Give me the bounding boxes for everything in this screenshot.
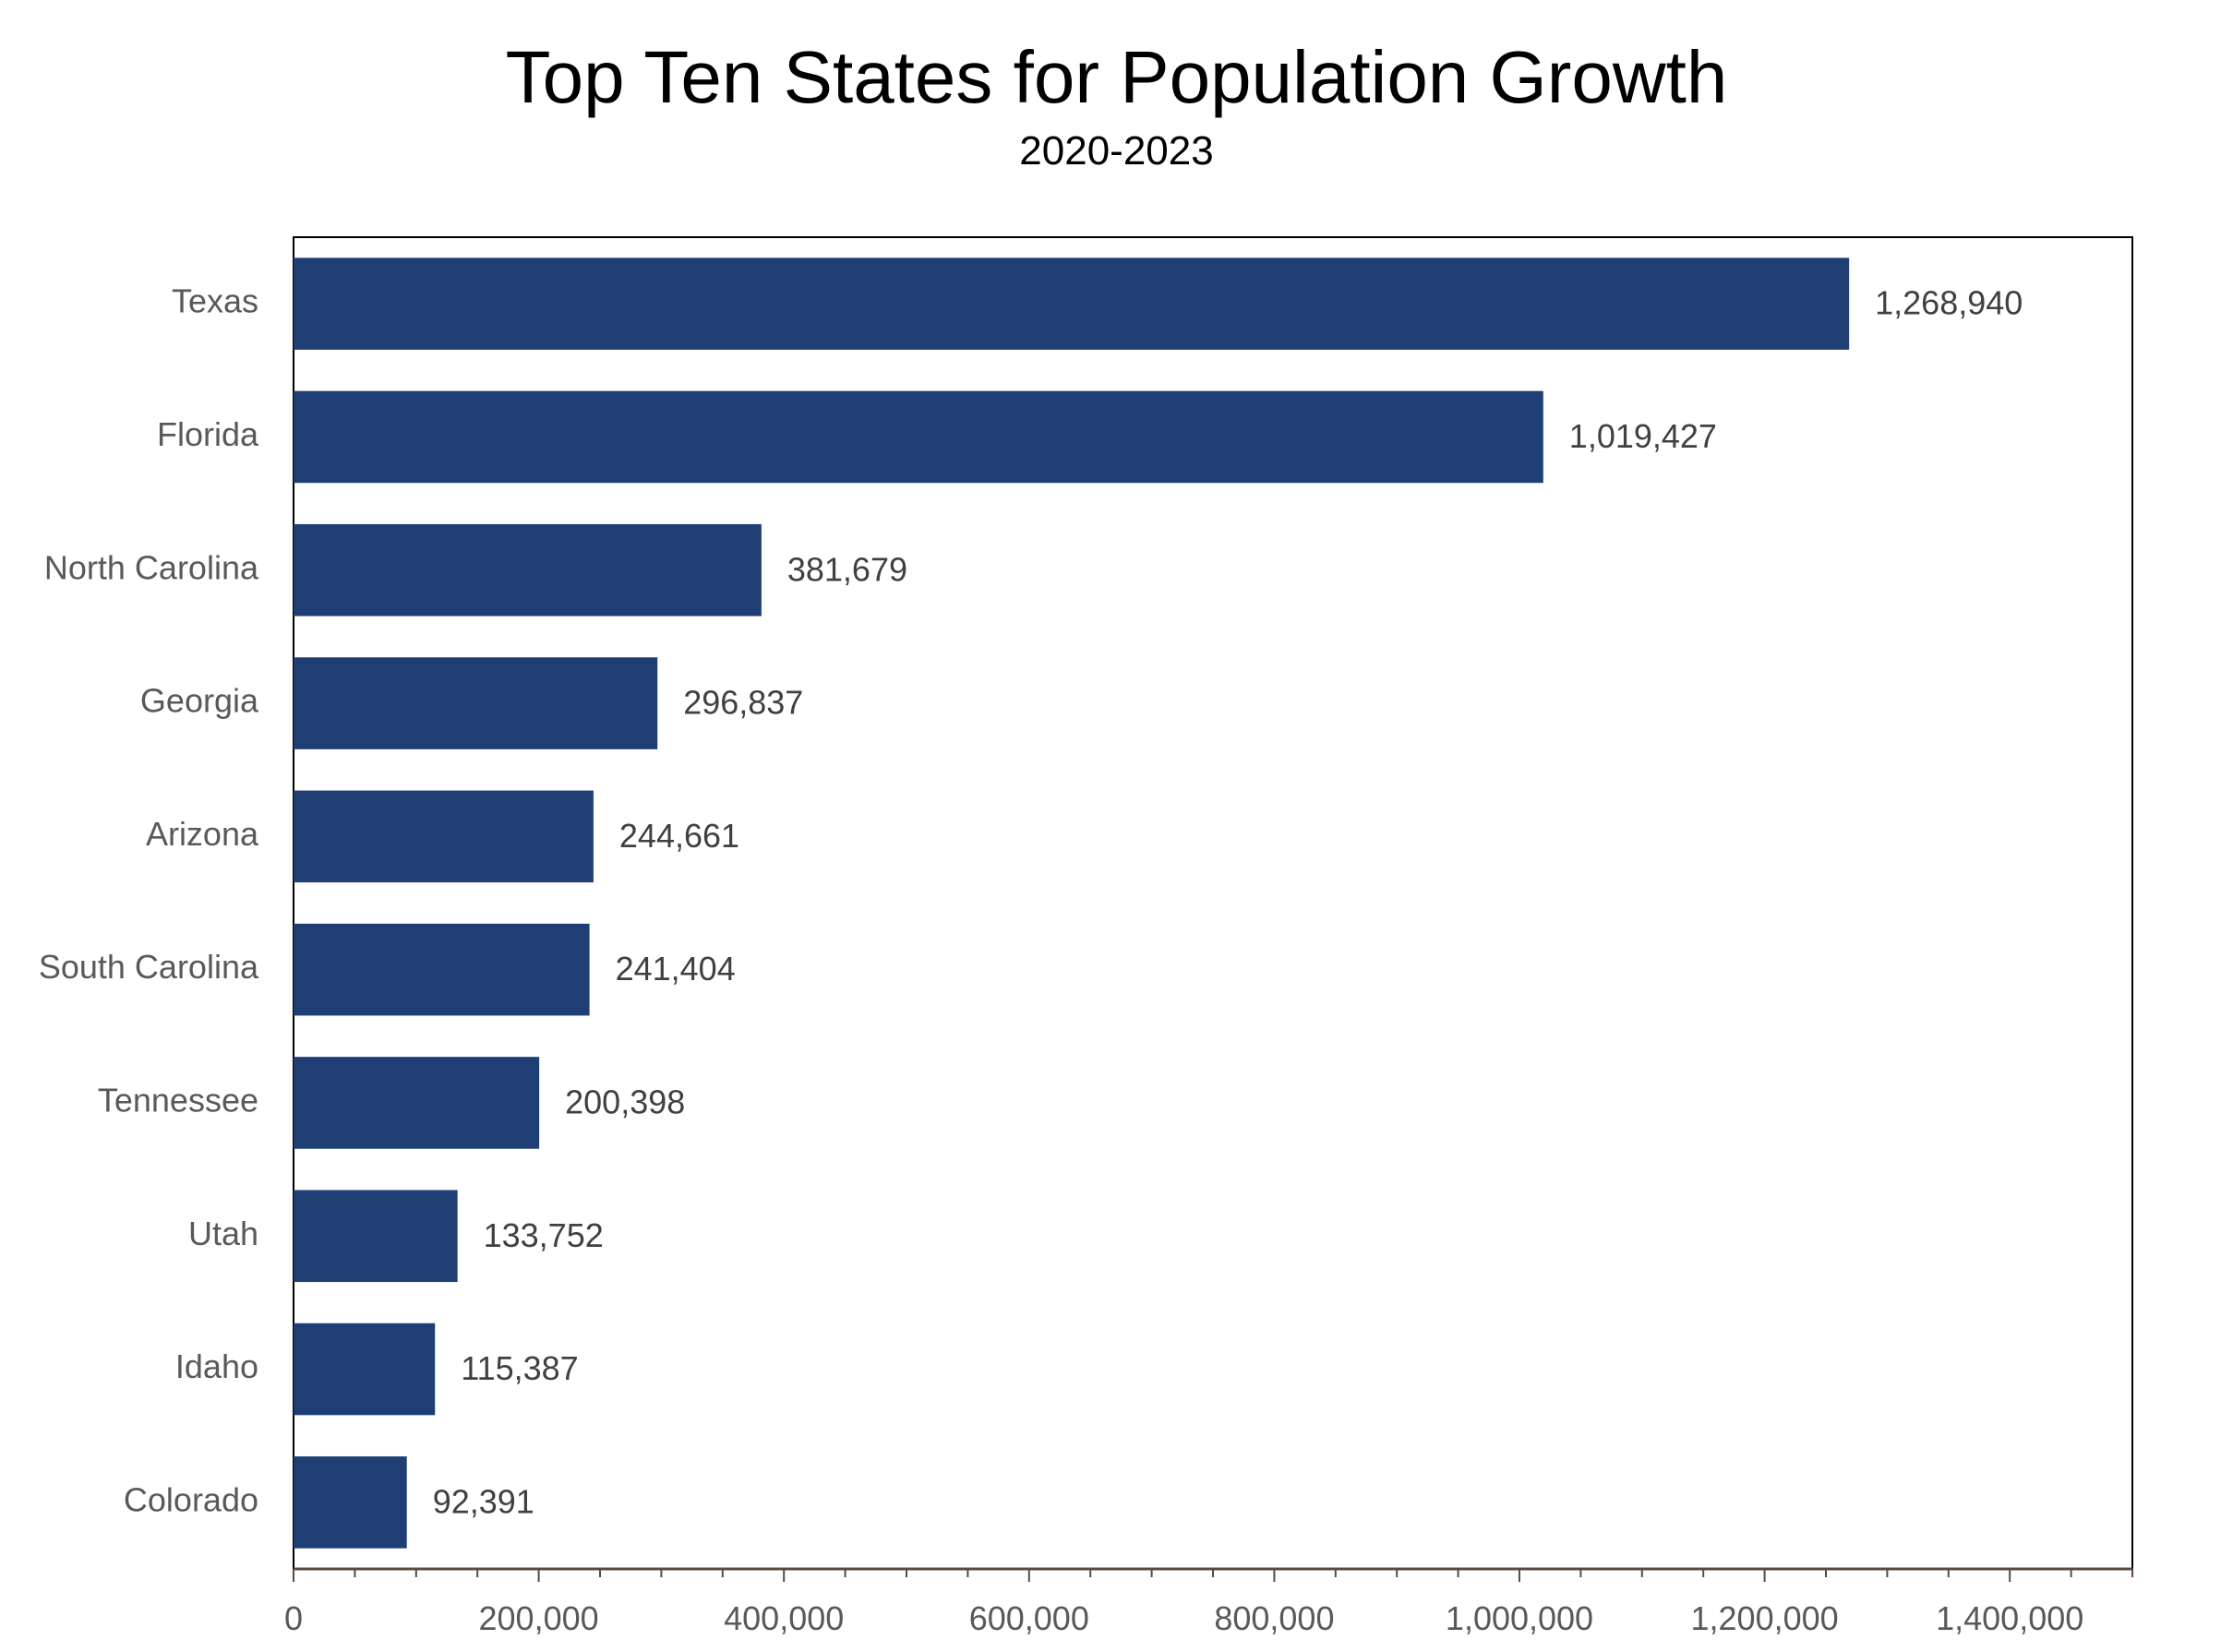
- data-label: 133,752: [484, 1216, 604, 1254]
- bar-north-carolina: [294, 523, 762, 617]
- data-label: 244,661: [619, 817, 739, 855]
- data-label: 381,679: [787, 550, 907, 588]
- x-tick-label: 200,000: [479, 1599, 599, 1637]
- bar-arizona: [294, 790, 594, 883]
- bar-tennessee: [294, 1057, 540, 1149]
- data-label: 92,391: [433, 1482, 534, 1520]
- category-label: South Carolina: [39, 948, 259, 986]
- data-label: 115,387: [461, 1349, 578, 1387]
- x-tick-label: 1,200,000: [1691, 1599, 1839, 1637]
- data-label: 296,837: [683, 684, 803, 722]
- category-label: Colorado: [124, 1480, 258, 1518]
- category-label: Florida: [157, 415, 259, 453]
- category-label: Arizona: [146, 815, 259, 853]
- data-label: 1,268,940: [1875, 284, 2023, 322]
- bar-texas: [294, 257, 1850, 350]
- category-label: Idaho: [175, 1347, 258, 1385]
- category-label: Utah: [188, 1215, 258, 1252]
- x-tick-label: 400,000: [724, 1599, 844, 1637]
- x-tick-label: 0: [284, 1599, 303, 1637]
- data-label: 241,404: [616, 950, 736, 988]
- bar-colorado: [294, 1456, 407, 1549]
- bar-south-carolina: [294, 923, 590, 1016]
- bar-florida: [294, 390, 1543, 484]
- bar-georgia: [294, 657, 658, 749]
- data-label: 1,019,427: [1569, 417, 1717, 455]
- category-label: Texas: [172, 282, 258, 320]
- x-tick-label: 600,000: [969, 1599, 1089, 1637]
- chart-title: Top Ten States for Population Growth: [505, 36, 1728, 118]
- category-label: North Carolina: [44, 548, 259, 586]
- bar-idaho: [294, 1323, 436, 1416]
- chart-subtitle: 2020-2023: [1019, 128, 1214, 174]
- category-label: Tennessee: [98, 1081, 258, 1119]
- category-label: Georgia: [140, 682, 259, 720]
- x-tick-label: 1,000,000: [1446, 1599, 1593, 1637]
- bar-utah: [294, 1190, 458, 1283]
- x-tick-label: 800,000: [1214, 1599, 1334, 1637]
- x-tick-label: 1,400,000: [1936, 1599, 2083, 1637]
- data-label: 200,398: [565, 1083, 685, 1120]
